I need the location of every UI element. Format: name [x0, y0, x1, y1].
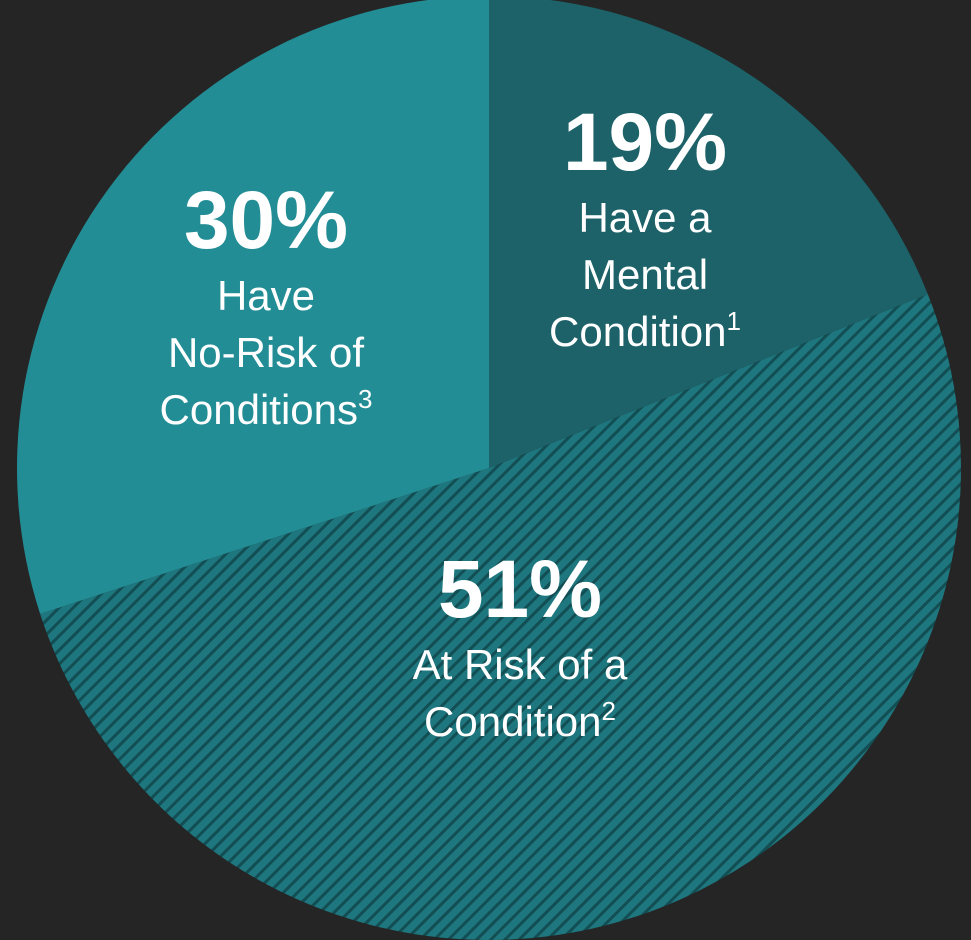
- slice-description-line: No-Risk of: [168, 329, 364, 376]
- slice-description-line: Conditions3: [160, 384, 373, 433]
- slice-description-line: Condition2: [424, 696, 616, 745]
- slice-description-line: Have: [217, 272, 315, 319]
- slice-percent-label: 51%: [438, 544, 602, 635]
- footnote-marker: 3: [358, 384, 372, 414]
- slice-description-line: At Risk of a: [413, 641, 628, 688]
- slice-description-line: Condition1: [549, 306, 741, 355]
- pie-slice-3: [17, 0, 489, 614]
- slice-percent-label: 19%: [563, 97, 727, 188]
- footnote-marker: 1: [727, 306, 741, 336]
- slice-percent-label: 30%: [184, 175, 348, 266]
- pie-labels: 19% Have a Mental Condition1 51% At Risk of a…: [160, 97, 741, 745]
- footnote-marker: 2: [602, 696, 616, 726]
- slice-description-line: Have a: [578, 194, 712, 241]
- pie-slices: [17, 0, 961, 940]
- pie-slice-2: [40, 294, 961, 940]
- pie-slice-1: [489, 0, 928, 468]
- slice-description-line: Mental: [582, 251, 708, 298]
